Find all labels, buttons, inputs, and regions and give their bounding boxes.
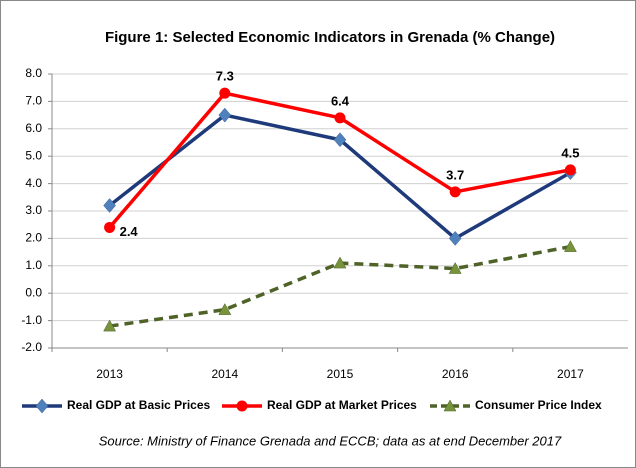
x-tick-label: 2017 bbox=[557, 367, 584, 381]
y-tick-label: -1.0 bbox=[21, 313, 42, 327]
data-point bbox=[564, 164, 576, 176]
data-point bbox=[104, 221, 116, 233]
data-label: 7.3 bbox=[216, 69, 234, 84]
y-tick-label: 3.0 bbox=[25, 203, 42, 217]
legend-marker bbox=[236, 400, 248, 412]
data-point bbox=[103, 198, 116, 213]
data-point bbox=[218, 107, 232, 123]
y-tick-label: 7.0 bbox=[25, 94, 42, 108]
legend-label: Real GDP at Market Prices bbox=[267, 398, 417, 412]
data-label: 2.4 bbox=[120, 224, 139, 239]
y-tick-label: 1.0 bbox=[25, 258, 42, 272]
data-point bbox=[448, 231, 462, 246]
chart-title: Figure 1: Selected Economic Indicators i… bbox=[105, 29, 555, 46]
data-point bbox=[563, 240, 577, 252]
legend-marker bbox=[35, 398, 49, 414]
legend-label: Consumer Price Index bbox=[475, 398, 602, 412]
data-point bbox=[219, 87, 231, 99]
data-point bbox=[448, 262, 462, 274]
data-label: 4.5 bbox=[561, 145, 579, 160]
data-point bbox=[333, 256, 347, 269]
data-label: 6.4 bbox=[331, 93, 350, 108]
y-tick-label: 5.0 bbox=[25, 148, 42, 162]
y-tick-label: 4.0 bbox=[25, 176, 42, 190]
y-tick-label: 6.0 bbox=[25, 121, 42, 135]
data-point bbox=[334, 112, 346, 124]
y-tick-label: 2.0 bbox=[25, 231, 42, 245]
legend-marker bbox=[443, 399, 457, 412]
x-tick-label: 2015 bbox=[327, 367, 354, 381]
legend-label: Real GDP at Basic Prices bbox=[67, 398, 211, 412]
x-tick-label: 2014 bbox=[211, 367, 238, 381]
data-point bbox=[333, 132, 347, 148]
source-note: Source: Ministry of Finance Grenada and … bbox=[99, 433, 562, 448]
data-point bbox=[103, 319, 117, 332]
y-tick-label: -2.0 bbox=[21, 340, 42, 354]
data-point bbox=[449, 186, 461, 198]
data-point bbox=[218, 303, 232, 315]
x-tick-label: 2016 bbox=[442, 367, 469, 381]
y-tick-label: 0.0 bbox=[25, 285, 42, 299]
x-tick-label: 2013 bbox=[96, 367, 123, 381]
y-tick-label: 8.0 bbox=[25, 66, 42, 80]
data-label: 3.7 bbox=[446, 167, 464, 182]
